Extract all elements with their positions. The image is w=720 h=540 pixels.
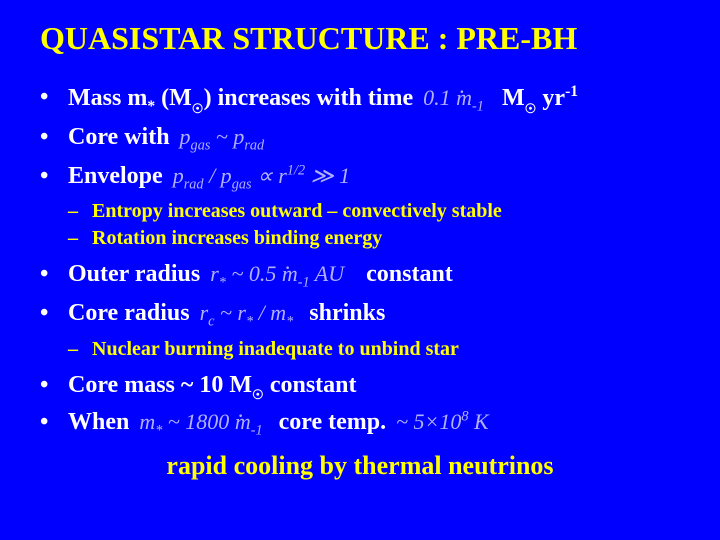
bullet-when: When m* ~ 1800 m-1 core temp. ~ 5×108 K <box>40 406 680 441</box>
final-line: rapid cooling by thermal neutrinos <box>40 451 680 481</box>
bullet-core-radius: Core radius rc ~ r* / m* shrinks Nuclear… <box>40 297 680 363</box>
sub-nuclear: Nuclear burning inadequate to unbind sta… <box>68 336 680 363</box>
b1-rate-val: 0.1 <box>423 85 451 110</box>
bullet-outer-radius: Outer radius r* ~ 0.5 m-1 AU constant <box>40 258 680 293</box>
bullet-core: Core with pgas ~ prad <box>40 121 680 156</box>
b3-text: Envelope <box>68 163 163 189</box>
sun-icon: ☉ <box>192 100 204 118</box>
b5-math: rc ~ r* / m* <box>196 300 298 325</box>
b7-text: When <box>68 409 129 435</box>
b2-math: pgas ~ prad <box>176 124 269 149</box>
sun-icon: ☉ <box>252 386 264 404</box>
b1-text-c: ) increases with time <box>204 85 414 111</box>
b4-math: r* ~ 0.5 m-1 AU <box>206 261 348 286</box>
b5-text: Core radius <box>68 300 190 326</box>
b1-unit-yr: yr <box>536 85 565 111</box>
b7-math: m* ~ 1800 m-1 <box>135 409 266 434</box>
b1-unit-exp: -1 <box>565 83 578 100</box>
sub-rotation: Rotation increases binding energy <box>68 225 680 252</box>
bullet-envelope: Envelope prad / pgas ∝ r1/2 ≫ 1 Entropy … <box>40 160 680 253</box>
b1-text-a: Mass m <box>68 85 147 111</box>
b1-star: * <box>147 98 155 115</box>
b5-tail: shrinks <box>309 300 385 326</box>
b4-text: Outer radius <box>68 261 200 287</box>
bullet-mass: Mass m* (M☉) increases with time 0.1 m-1… <box>40 81 680 117</box>
b1-rate-math: 0.1 m-1 <box>419 83 488 117</box>
b7-mid: core temp. <box>279 409 387 435</box>
slide-title: QUASISTAR STRUCTURE : PRE-BH <box>40 20 680 57</box>
bullet-list: Mass m* (M☉) increases with time 0.1 m-1… <box>40 81 680 441</box>
mdot-icon: m <box>456 85 472 110</box>
b1-unit-M: M <box>502 85 525 111</box>
b3-math: prad / pgas ∝ r1/2 ≫ 1 <box>169 163 354 188</box>
bullet-core-mass: Core mass ~ 10 M☉ constant <box>40 369 680 403</box>
b1-unit: M☉ yr-1 <box>502 85 578 111</box>
b7-math2: ~ 5×108 K <box>392 409 493 434</box>
sublist-1: Entropy increases outward – convectively… <box>68 198 680 252</box>
sun-icon: ☉ <box>525 100 537 118</box>
b4-tail: constant <box>366 261 453 287</box>
sublist-2: Nuclear burning inadequate to unbind sta… <box>68 336 680 363</box>
b6-text-a: Core mass ~ 10 M <box>68 372 252 398</box>
sub-entropy: Entropy increases outward – convectively… <box>68 198 680 225</box>
b2-text: Core with <box>68 124 170 150</box>
b6-text-b: constant <box>264 372 357 398</box>
b1-text-b: (M <box>155 85 192 111</box>
